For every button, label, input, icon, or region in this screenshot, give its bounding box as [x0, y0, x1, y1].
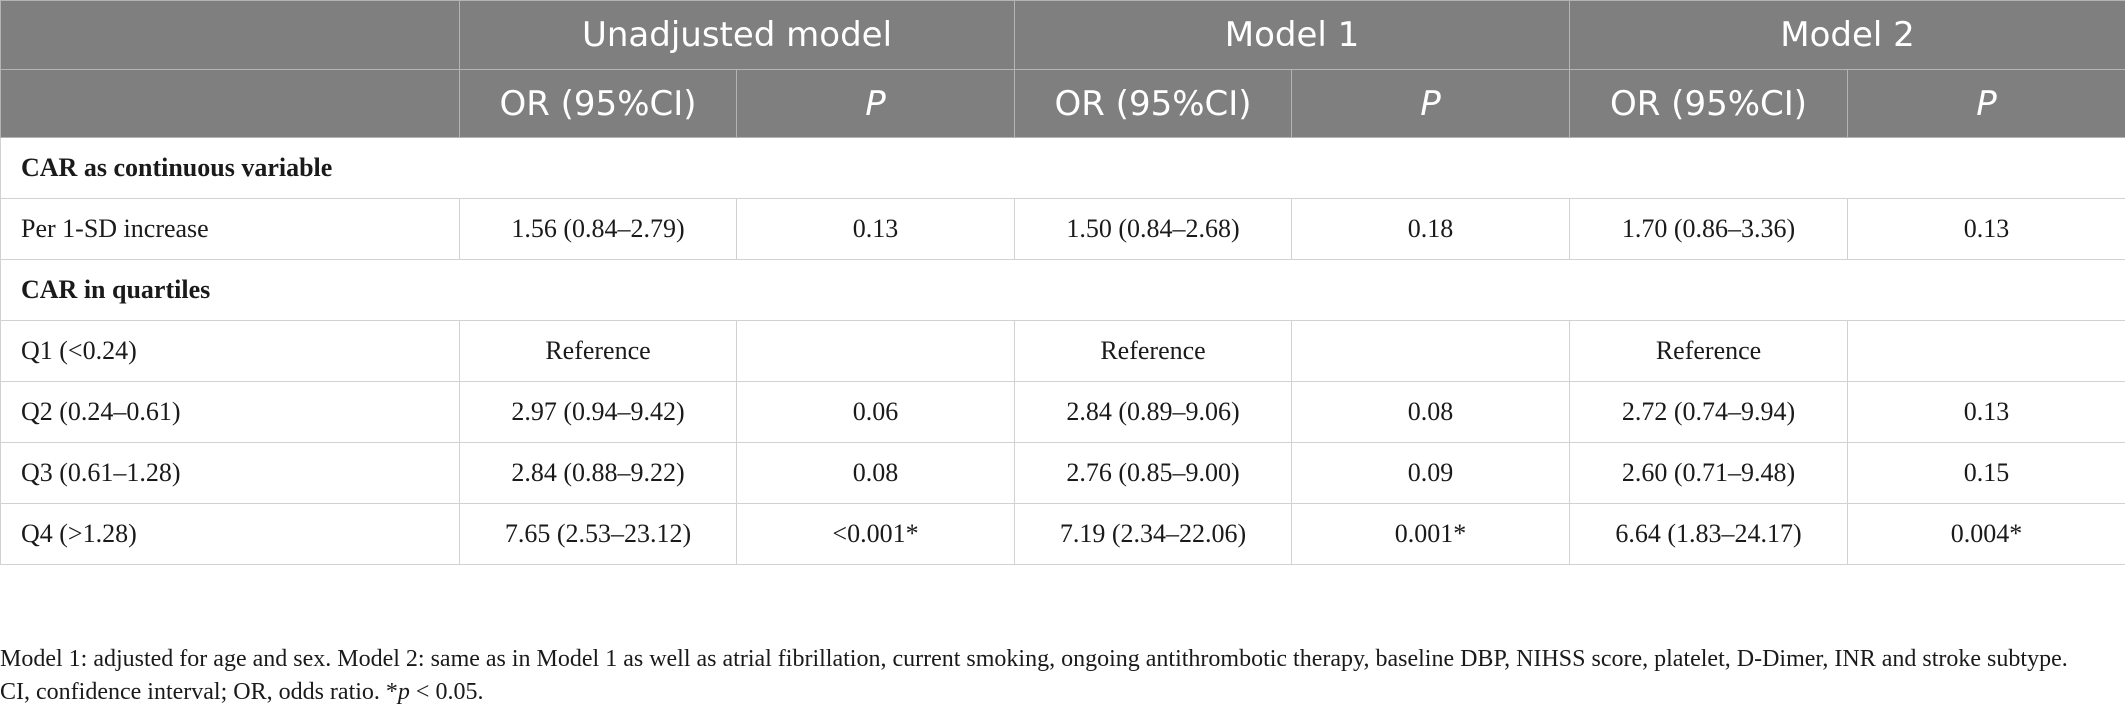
cell-or: 1.50 (0.84–2.68) [1014, 198, 1293, 260]
cell-or: 2.97 (0.94–9.42) [459, 381, 737, 443]
footnote-text: Model 1: adjusted for age and sex. Model… [0, 646, 2068, 705]
cell-p [1847, 320, 2125, 382]
header-p-model-1: P [1291, 69, 1571, 138]
row-label: Q4 (>1.28) [0, 503, 460, 565]
table-row: Q4 (>1.28) 7.65 (2.53–23.12) <0.001* 7.1… [0, 503, 2125, 565]
cell-p: 0.08 [1291, 381, 1571, 443]
footnote-significance: < 0.05. [409, 679, 484, 705]
header-row-groups: Unadjusted model Model 1 Model 2 [0, 0, 2125, 70]
cell-p: 0.004* [1847, 503, 2125, 565]
section-row-continuous: CAR as continuous variable [0, 137, 2125, 199]
cell-p: 0.001* [1291, 503, 1571, 565]
cell-p [735, 320, 1016, 382]
results-table: Unadjusted model Model 1 Model 2 OR (95%… [0, 0, 2125, 565]
cell-p: <0.001* [735, 503, 1016, 565]
footnote-p-symbol: p [397, 679, 410, 705]
cell-p: 0.15 [1847, 442, 2125, 504]
table-row: Q3 (0.61–1.28) 2.84 (0.88–9.22) 0.08 2.7… [0, 442, 2125, 504]
cell-or: 2.60 (0.71–9.48) [1569, 442, 1849, 504]
cell-or: Reference [459, 320, 737, 382]
header-model-2: Model 2 [1569, 0, 2125, 70]
cell-or: 2.84 (0.89–9.06) [1014, 381, 1293, 443]
cell-p [1291, 320, 1571, 382]
cell-or: 2.72 (0.74–9.94) [1569, 381, 1849, 443]
header-model-1: Model 1 [1014, 0, 1571, 70]
header-p-unadjusted: P [735, 69, 1016, 138]
header-or-unadjusted: OR (95%CI) [459, 69, 737, 138]
cell-or: 7.65 (2.53–23.12) [459, 503, 737, 565]
row-label: Per 1-SD increase [0, 198, 460, 260]
cell-p: 0.08 [735, 442, 1016, 504]
table-row: Per 1-SD increase 1.56 (0.84–2.79) 0.13 … [0, 198, 2125, 260]
cell-or: Reference [1014, 320, 1293, 382]
cell-p: 0.06 [735, 381, 1016, 443]
table-row: Q1 (<0.24) Reference Reference Reference [0, 320, 2125, 382]
cell-or: 2.84 (0.88–9.22) [459, 442, 737, 504]
row-label: Q2 (0.24–0.61) [0, 381, 460, 443]
section-row-quartiles: CAR in quartiles [0, 259, 2125, 321]
table-body: CAR as continuous variable Per 1-SD incr… [0, 137, 2125, 565]
header-corner [0, 0, 460, 70]
section-label-quartiles: CAR in quartiles [0, 259, 2125, 321]
header-row-stats: OR (95%CI) P OR (95%CI) P OR (95%CI) P [0, 69, 2125, 138]
header-or-model-1: OR (95%CI) [1014, 69, 1293, 138]
header-or-model-2: OR (95%CI) [1569, 69, 1849, 138]
table-row: Q2 (0.24–0.61) 2.97 (0.94–9.42) 0.06 2.8… [0, 381, 2125, 443]
header-p-model-2: P [1847, 69, 2125, 138]
cell-p: 0.18 [1291, 198, 1571, 260]
cell-p: 0.13 [735, 198, 1016, 260]
cell-or: 2.76 (0.85–9.00) [1014, 442, 1293, 504]
row-label: Q3 (0.61–1.28) [0, 442, 460, 504]
cell-p: 0.13 [1847, 198, 2125, 260]
cell-p: 0.09 [1291, 442, 1571, 504]
header-corner-2 [0, 69, 460, 138]
cell-or: 1.56 (0.84–2.79) [459, 198, 737, 260]
cell-or: 6.64 (1.83–24.17) [1569, 503, 1849, 565]
table-header: Unadjusted model Model 1 Model 2 OR (95%… [0, 0, 2125, 138]
cell-p: 0.13 [1847, 381, 2125, 443]
cell-or: Reference [1569, 320, 1849, 382]
table-footnote: Model 1: adjusted for age and sex. Model… [0, 643, 2100, 709]
header-unadjusted-model: Unadjusted model [458, 0, 1016, 70]
section-label-continuous: CAR as continuous variable [0, 137, 2125, 199]
row-label: Q1 (<0.24) [0, 320, 460, 382]
cell-or: 1.70 (0.86–3.36) [1569, 198, 1849, 260]
cell-or: 7.19 (2.34–22.06) [1014, 503, 1293, 565]
